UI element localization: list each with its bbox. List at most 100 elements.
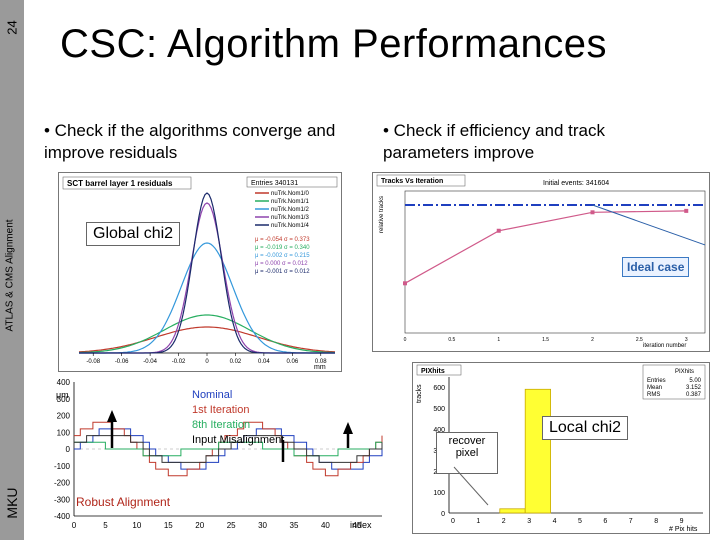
residuals-chart-title: SCT barrel layer 1 residuals xyxy=(67,179,173,188)
pixhits-stat-rms-value: 0.387 xyxy=(686,392,702,398)
residuals-xtick-label: -0.06 xyxy=(115,359,129,365)
misalignment-ylabel: μm xyxy=(56,390,69,400)
pixhits-xtick-label: 2 xyxy=(502,518,506,525)
misalignment-xtick-label: 5 xyxy=(103,521,108,530)
legend-eighth-iteration: 8th Iteration xyxy=(192,419,251,431)
legend-input-misalignment: Input Misalignment xyxy=(192,434,285,446)
slide-title: CSC: Algorithm Performances xyxy=(60,22,608,66)
legend-first-iteration: 1st Iteration xyxy=(192,404,250,416)
legend-nominal: Nominal xyxy=(192,389,233,401)
pixhits-xtick-label: 4 xyxy=(553,518,557,525)
misalignment-xtick-label: 35 xyxy=(290,521,299,530)
residuals-legend-label: nuTrk.Nom1/1 xyxy=(271,199,309,205)
tracks-xtick-label: 2.5 xyxy=(636,337,643,343)
residuals-series-line xyxy=(79,242,335,354)
misalignment-ytick-label: 400 xyxy=(57,378,71,387)
pixhits-xtick-label: 0 xyxy=(451,518,455,525)
pixhits-bar xyxy=(499,508,526,514)
misalignment-ytick-label: -300 xyxy=(54,495,71,504)
tracks-xtick-label: 0 xyxy=(404,337,407,343)
misalignment-ytick-label: -200 xyxy=(54,479,71,488)
residuals-legend-label: nuTrk.Nom1/0 xyxy=(271,191,309,197)
pixhits-xtick-label: 3 xyxy=(527,518,531,525)
residuals-series-line xyxy=(78,326,336,353)
pixhits-xtick-label: 5 xyxy=(578,518,582,525)
misalignment-xtick-label: 15 xyxy=(164,521,173,530)
page-number: 24 xyxy=(4,20,20,35)
residuals-fit-label: μ = -0.054 σ = 0.373 xyxy=(255,237,310,243)
residuals-fit-label: μ = -0.019 σ = 0.340 xyxy=(255,245,310,251)
tracks-point xyxy=(684,208,689,213)
pixhits-stats-title: PIXhits xyxy=(675,369,694,375)
misalignment-xtick-label: 45 xyxy=(352,521,361,530)
pixhits-stat-entries-value: 5.00 xyxy=(689,378,701,384)
tracks-point xyxy=(496,228,501,233)
ideal-case-label: Ideal case xyxy=(622,257,690,277)
misalignment-series-line xyxy=(74,435,383,463)
pixhits-xtick-label: 7 xyxy=(629,518,633,525)
pixhits-ytick-label: 0 xyxy=(441,511,445,518)
tracks-point xyxy=(590,210,595,215)
residuals-xtick-label: 0.04 xyxy=(258,359,270,365)
tracks-xtick-label: 3 xyxy=(685,337,688,343)
residuals-legend-label: nuTrk.Nom1/4 xyxy=(271,223,309,229)
residuals-xlabel: mm xyxy=(314,364,326,371)
recover-pixel-pointer xyxy=(453,466,489,506)
tracks-xtick-label: 2 xyxy=(591,337,594,343)
pixhits-ytick-label: 600 xyxy=(433,385,445,392)
tracks-ideal-line xyxy=(592,204,706,246)
tracks-xtick-label: 0.5 xyxy=(448,337,455,343)
pixhits-xtick-label: 9 xyxy=(680,518,684,525)
pixhits-stat-entries: Entries xyxy=(647,378,666,384)
residuals-series-line xyxy=(78,314,336,354)
pixhits-ytick-label: 500 xyxy=(433,406,445,413)
bullet-right: • Check if efficiency and track paramete… xyxy=(383,121,606,162)
tracks-chart-ylabel: relative tracks xyxy=(379,196,385,233)
author-label: MKU xyxy=(4,487,20,519)
residuals-legend-label: nuTrk.Nom1/3 xyxy=(271,215,309,221)
residuals-xtick-label: 0.02 xyxy=(230,359,242,365)
pixhits-stat-mean-value: 3.152 xyxy=(686,385,702,391)
residuals-legend-label: nuTrk.Nom1/2 xyxy=(271,207,309,213)
local-chi2-callout: Local chi2 xyxy=(542,416,629,440)
misalignment-ytick-label: 0 xyxy=(66,445,71,454)
misalignment-xtick-label: 10 xyxy=(132,521,141,530)
pixhits-xlabel: # Pix hits xyxy=(669,526,698,533)
residuals-xtick-label: -0.08 xyxy=(86,359,100,365)
residuals-xtick-label: 0.08 xyxy=(315,359,327,365)
pixhits-xtick-label: 8 xyxy=(654,518,658,525)
misalignment-ytick-label: 200 xyxy=(57,412,71,421)
misalignment-xlabel: index xyxy=(350,520,372,530)
pixhits-chart: PIXhits PIXhits Entries 5.00 Mean 3.152 … xyxy=(416,364,706,533)
pixhits-xtick-label: 1 xyxy=(476,518,480,525)
pixhits-xtick-label: 6 xyxy=(603,518,607,525)
pixhits-ytick-label: 400 xyxy=(433,427,445,434)
misalignment-ytick-label: -400 xyxy=(54,512,71,521)
misalignment-chart: 400 300 200 100 0 -100 -200 -300 -400 0 5 10 15 20 25… xyxy=(54,378,383,530)
residuals-stats: Entries 340131 xyxy=(251,180,298,187)
residuals-fit-label: μ = -0.002 σ = 0.215 xyxy=(255,253,310,259)
misalignment-ytick-label: -100 xyxy=(54,462,71,471)
pixhits-ytick-label: 100 xyxy=(433,490,445,497)
residuals-chart: SCT barrel layer 1 residuals Entries 340… xyxy=(62,176,338,371)
misalignment-xtick-label: 25 xyxy=(227,521,236,530)
pixhits-bar xyxy=(524,388,551,514)
pixhits-ylabel: tracks xyxy=(416,384,423,403)
misalignment-ytick-label: 100 xyxy=(57,428,71,437)
misalignment-ytick-label: 300 xyxy=(57,395,71,404)
tracks-xtick-label: 1.5 xyxy=(542,337,549,343)
section-label: ATLAS & CMS Alignment xyxy=(4,219,16,332)
robust-alignment-label: Robust Alignment xyxy=(76,495,171,509)
tracks-chart-title: Tracks Vs Iteration xyxy=(381,178,443,185)
misalignment-xtick-label: 30 xyxy=(258,521,267,530)
tracks-xtick-label: 1 xyxy=(497,337,500,343)
tracks-chart-subtitle: Initial events: 341604 xyxy=(543,180,609,187)
pixhits-stat-mean: Mean xyxy=(647,385,662,391)
tracks-point xyxy=(403,281,407,286)
tracks-series-line xyxy=(404,210,687,284)
misalignment-series-line xyxy=(74,441,382,457)
side-bar xyxy=(0,0,24,540)
recover-pixel-text: recover pixel xyxy=(448,435,486,459)
tracks-chart-xlabel: iteration number xyxy=(643,343,686,349)
residuals-chart-panel: SCT barrel layer 1 residuals Entries 340… xyxy=(58,172,342,372)
